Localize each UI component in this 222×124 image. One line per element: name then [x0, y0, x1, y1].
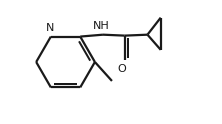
Text: O: O — [117, 64, 126, 74]
Text: N: N — [46, 23, 54, 33]
Text: NH: NH — [93, 20, 110, 31]
